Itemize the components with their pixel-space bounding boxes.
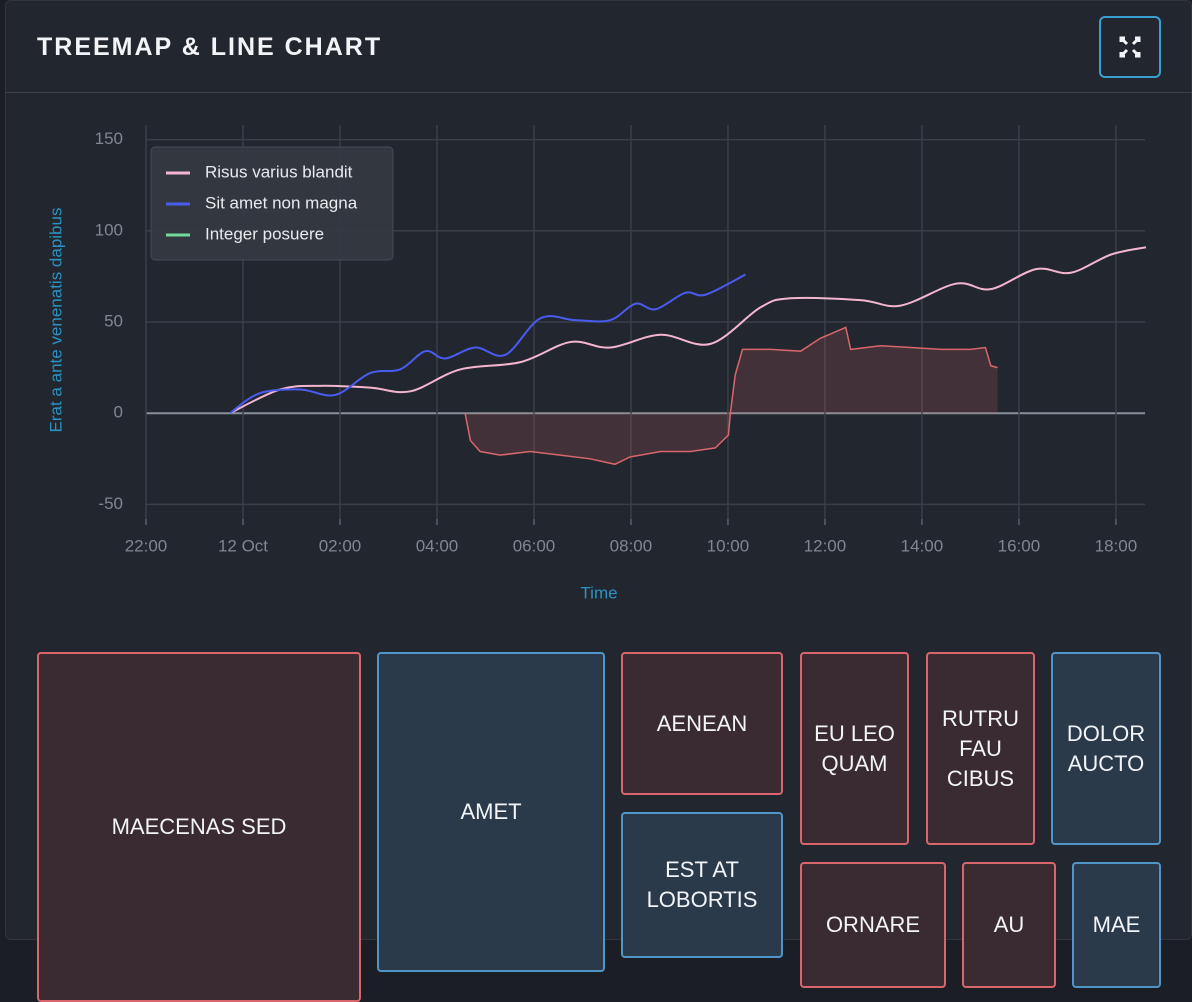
- x-tick-label: 08:00: [610, 536, 653, 555]
- series-line: [464, 326, 998, 466]
- legend-label: Integer posuere: [205, 224, 324, 243]
- y-tick-label: 100: [95, 220, 123, 239]
- treemap-label: MAE: [1092, 912, 1141, 937]
- fullscreen-button[interactable]: [1099, 16, 1161, 78]
- treemap-cell: MAECENAS SED: [37, 652, 361, 1002]
- treemap-cell: MAE: [1072, 862, 1161, 988]
- x-tick-label: 12:00: [804, 536, 847, 555]
- treemap-cell: EST AT LOBORTIS: [621, 812, 783, 958]
- y-axis-label: Erat a ante venenatis dapibus: [46, 208, 65, 433]
- treemap-label: ORNARE: [825, 912, 921, 937]
- treemap-cell: AENEAN: [621, 652, 783, 795]
- x-tick-label: 04:00: [416, 536, 459, 555]
- treemap-cell: EU LEO QUAM: [800, 652, 909, 845]
- legend-box: [150, 146, 394, 261]
- x-tick-label: 06:00: [513, 536, 556, 555]
- treemap-label: AENEAN: [656, 710, 748, 736]
- x-tick-label: 14:00: [901, 536, 944, 555]
- treemap-label: AU: [993, 912, 1025, 937]
- treemap-cell: RUTRU FAU CIBUS: [926, 652, 1035, 845]
- treemap-label: RUTRU FAU CIBUS: [942, 705, 1019, 791]
- treemap-cell: AMET: [377, 652, 605, 972]
- series-line: [229, 273, 746, 415]
- y-tick-label: 150: [95, 129, 123, 148]
- fullscreen-icon: [1119, 36, 1141, 58]
- area: [465, 327, 998, 465]
- line-chart: -50 0 50 100 150 22:00 12 Oct 02:00 04:00 06:00 08…: [46, 125, 1147, 602]
- legend-label: Sit amet non magna: [205, 193, 358, 212]
- panel-title: TREEMAP & LINE CHART: [37, 33, 383, 61]
- divider: [5, 92, 1192, 93]
- x-tick-label: 02:00: [319, 536, 362, 555]
- x-tick-label: 22:00: [125, 536, 168, 555]
- x-axis-label: Time: [580, 583, 617, 602]
- x-tick-label: 10:00: [707, 536, 750, 555]
- treemap-cell: ORNARE: [800, 862, 946, 988]
- treemap-label: AMET: [460, 799, 522, 824]
- x-tick-label: 16:00: [998, 536, 1041, 555]
- treemap-cell: DOLOR AUCTO: [1051, 652, 1161, 845]
- y-tick-label: -50: [98, 494, 123, 513]
- y-tick-label: 0: [114, 403, 123, 422]
- x-tick-label: 12 Oct: [218, 536, 268, 555]
- series-line: [229, 246, 1147, 415]
- treemap-label: DOLOR AUCTO: [1066, 720, 1146, 776]
- y-tick-label: 50: [104, 311, 123, 330]
- treemap-label: MAECENAS SED: [111, 814, 287, 839]
- treemap-cell: AU: [962, 862, 1056, 988]
- legend: Risus varius blandit Sit amet non magna In…: [150, 146, 394, 261]
- treemap-label: EU LEO QUAM: [814, 720, 895, 776]
- x-tick-label: 18:00: [1095, 536, 1138, 555]
- treemap-label: EST AT LOBORTIS: [646, 857, 758, 912]
- page: TREEMAP & LINE CHART -50 0 50 100 150 22:00 12…: [5, 0, 1192, 1002]
- legend-label: Risus varius blandit: [205, 162, 353, 181]
